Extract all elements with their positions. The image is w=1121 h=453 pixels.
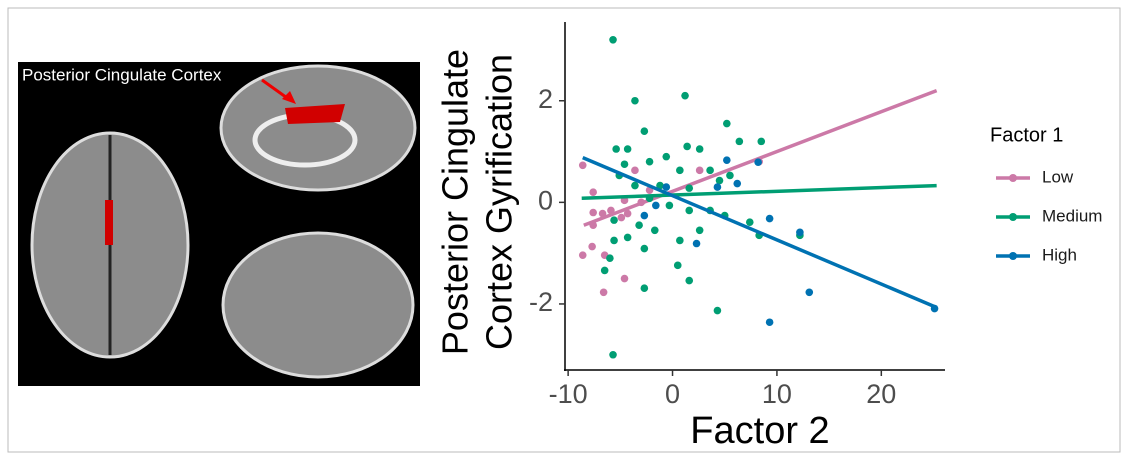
arrow-head	[282, 91, 296, 104]
point	[685, 276, 694, 285]
x-tick-label: -10	[549, 379, 588, 409]
point	[726, 171, 734, 180]
point	[733, 179, 742, 188]
point	[623, 233, 632, 242]
fit-line	[581, 183, 937, 201]
point	[640, 211, 649, 220]
point	[723, 156, 731, 164]
fit-line	[582, 156, 938, 310]
point	[623, 145, 632, 153]
y-axis-label: Posterior Cingulate	[435, 49, 476, 355]
point	[640, 127, 649, 136]
x-tick-label: 10	[762, 379, 792, 409]
point	[617, 213, 626, 222]
point	[695, 145, 704, 153]
point	[685, 206, 694, 215]
point	[683, 142, 691, 151]
point	[600, 266, 609, 275]
point	[588, 242, 596, 251]
brain-lateral-view	[221, 231, 415, 379]
legend-dot	[1009, 252, 1017, 260]
y-tick-label: 0	[538, 185, 553, 215]
point	[662, 152, 671, 161]
legend-dot	[1009, 213, 1017, 221]
point	[631, 96, 639, 105]
point	[640, 284, 649, 293]
legend-dot	[1009, 174, 1017, 182]
point	[695, 166, 704, 175]
point	[650, 226, 659, 235]
point	[662, 183, 671, 191]
point	[610, 216, 618, 224]
point	[715, 176, 724, 185]
point	[631, 166, 639, 175]
point	[713, 306, 722, 315]
brain-highlight	[105, 200, 113, 245]
point	[640, 244, 649, 253]
point	[723, 119, 731, 128]
point	[706, 166, 714, 175]
point	[620, 160, 629, 169]
pcc-highlight	[285, 104, 345, 124]
point	[609, 350, 617, 359]
point	[745, 218, 754, 226]
point	[676, 236, 684, 245]
point	[681, 91, 689, 100]
point	[652, 201, 660, 210]
point	[685, 184, 694, 192]
point	[578, 161, 587, 170]
legend-label: High	[1042, 245, 1077, 264]
point	[757, 137, 766, 146]
point	[631, 181, 639, 190]
point	[765, 214, 774, 223]
point	[612, 145, 620, 153]
point	[796, 228, 804, 237]
point	[673, 261, 682, 270]
point	[598, 209, 607, 218]
frame	[7, 7, 1121, 453]
scatter-chart: Factor 2 Posterior Cingulate Cortex Gyri…	[435, 22, 1063, 452]
point	[692, 239, 701, 248]
point	[805, 288, 814, 297]
point	[754, 158, 762, 167]
point	[610, 236, 618, 245]
brain-panel: Posterior Cingulate Cortex	[18, 62, 420, 386]
point	[713, 183, 722, 191]
point	[695, 226, 704, 235]
point	[665, 201, 674, 210]
point	[676, 166, 684, 175]
point	[645, 157, 654, 166]
y-axis-label: Cortex Gyrification	[479, 54, 520, 350]
legend-label: Medium	[1042, 206, 1102, 225]
point	[599, 288, 608, 297]
point	[578, 251, 587, 259]
point	[589, 208, 597, 217]
y-tick-label: 2	[538, 84, 553, 114]
point	[735, 137, 744, 146]
point	[589, 188, 597, 196]
fit-line	[583, 88, 938, 227]
point	[635, 221, 643, 230]
y-tick-label: -2	[529, 287, 553, 317]
x-tick-label: 0	[665, 379, 680, 409]
point	[606, 254, 614, 263]
point	[656, 181, 664, 190]
point	[623, 209, 632, 218]
x-tick-label: 20	[866, 379, 896, 409]
brain-label: Posterior Cingulate Cortex	[22, 65, 222, 84]
point	[620, 274, 629, 283]
brain-medial-view	[219, 64, 417, 192]
legend-label: Low	[1042, 167, 1074, 186]
x-axis-label: Factor 2	[690, 410, 829, 452]
point	[609, 35, 617, 44]
legend-title: Factor 1	[990, 124, 1063, 146]
point	[765, 318, 774, 327]
